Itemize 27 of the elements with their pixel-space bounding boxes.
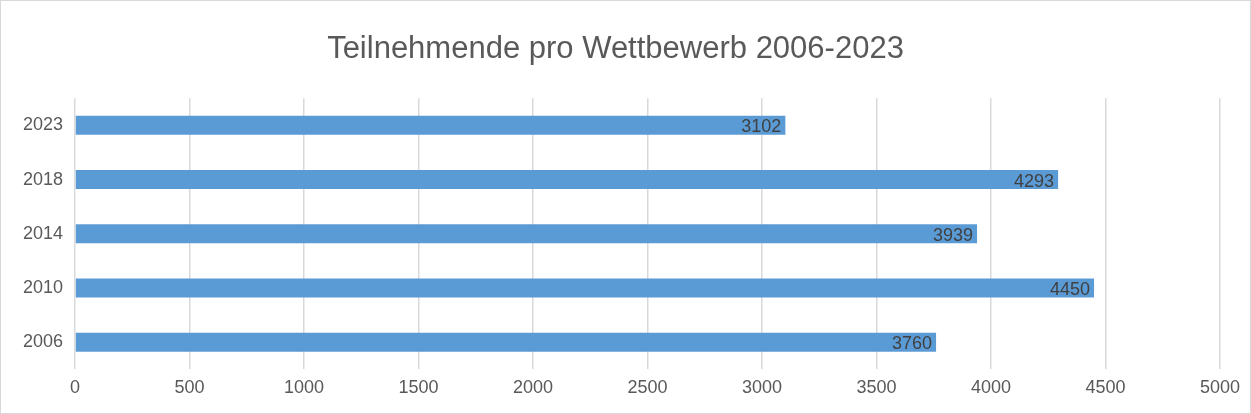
x-tick-label: 500 (174, 377, 205, 398)
x-tick-label: 1500 (398, 377, 439, 398)
x-tick-label: 5000 (1199, 377, 1241, 398)
data-label: 3939 (932, 224, 974, 245)
data-label: 4293 (1014, 170, 1055, 191)
x-tick-label: 2000 (513, 377, 554, 398)
y-tick-label: 2018 (23, 168, 64, 189)
data-label: 3760 (892, 333, 933, 354)
chart-title: Teilnehmende pro Wettbewerb 2006-2023 (327, 30, 904, 66)
bar (75, 332, 937, 352)
y-tick-label: 2006 (23, 331, 64, 352)
x-tick-label: 1000 (284, 377, 325, 398)
bar (75, 170, 1059, 190)
x-tick-label: 4500 (1085, 377, 1126, 398)
bar (75, 115, 786, 135)
y-tick-label: 2014 (23, 222, 64, 243)
data-label: 3102 (741, 116, 782, 137)
x-tick-label: 3500 (856, 377, 897, 398)
bar (75, 278, 1095, 298)
x-tick-label: 4000 (970, 377, 1012, 398)
x-tick-label: 0 (70, 377, 81, 398)
data-label: 4450 (1050, 279, 1091, 300)
bar (75, 224, 978, 244)
y-tick-label: 2010 (23, 277, 64, 298)
x-tick-label: 2500 (627, 377, 668, 398)
x-tick-label: 3000 (741, 377, 783, 398)
y-tick-label: 2023 (23, 114, 64, 135)
